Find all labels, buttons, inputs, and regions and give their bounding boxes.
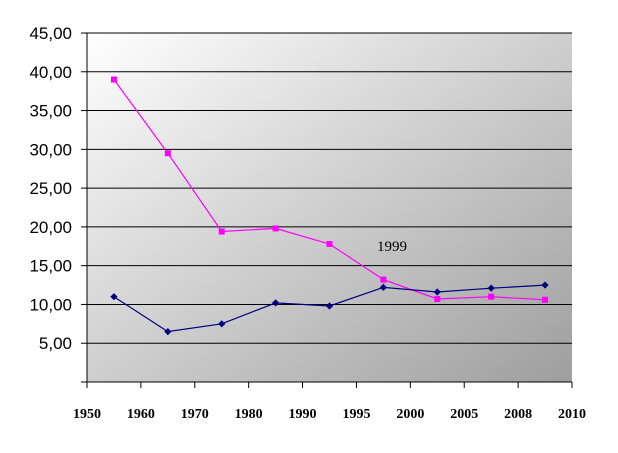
data-point	[379, 283, 387, 291]
data-point	[272, 225, 279, 232]
y-tick-label: 35,00	[29, 102, 72, 121]
x-tick-label: 1950	[73, 407, 101, 422]
data-point	[218, 320, 226, 328]
data-point	[325, 302, 334, 310]
x-tick-label: 1995	[342, 407, 370, 422]
data-point	[164, 150, 171, 157]
data-point	[272, 299, 280, 307]
x-tick-label: 2005	[450, 407, 478, 422]
data-point	[488, 293, 495, 300]
plot-area	[87, 33, 572, 382]
data-point	[326, 240, 333, 247]
data-point	[110, 76, 117, 83]
y-tick-label: 25,00	[29, 179, 72, 198]
x-tick-label: 1970	[181, 407, 209, 422]
y-tick-label: 5,00	[39, 334, 72, 353]
x-tick-label: 2000	[396, 407, 424, 422]
data-point	[542, 296, 549, 303]
data-point	[433, 288, 441, 296]
y-tick-label: 45,00	[29, 24, 72, 43]
data-point	[434, 296, 441, 303]
annotation-label: 1999	[377, 239, 407, 255]
x-tick-label: 2008	[504, 407, 532, 422]
x-tick-label: 1960	[127, 407, 155, 422]
y-tick-label: 10,00	[29, 295, 72, 314]
x-tick-label: 2010	[558, 407, 586, 422]
y-tick-label: 40,00	[29, 63, 72, 82]
data-point	[164, 327, 172, 336]
y-tick-label: 15,00	[29, 257, 72, 276]
y-tick-label: 30,00	[29, 140, 72, 159]
data-point	[380, 276, 387, 283]
y-tick-label: 20,00	[29, 218, 72, 237]
data-point	[218, 228, 225, 235]
x-tick-label: 1990	[289, 407, 317, 422]
data-point	[541, 281, 549, 289]
data-point	[487, 284, 495, 292]
data-point	[110, 293, 118, 301]
x-tick-label: 1980	[235, 407, 263, 422]
